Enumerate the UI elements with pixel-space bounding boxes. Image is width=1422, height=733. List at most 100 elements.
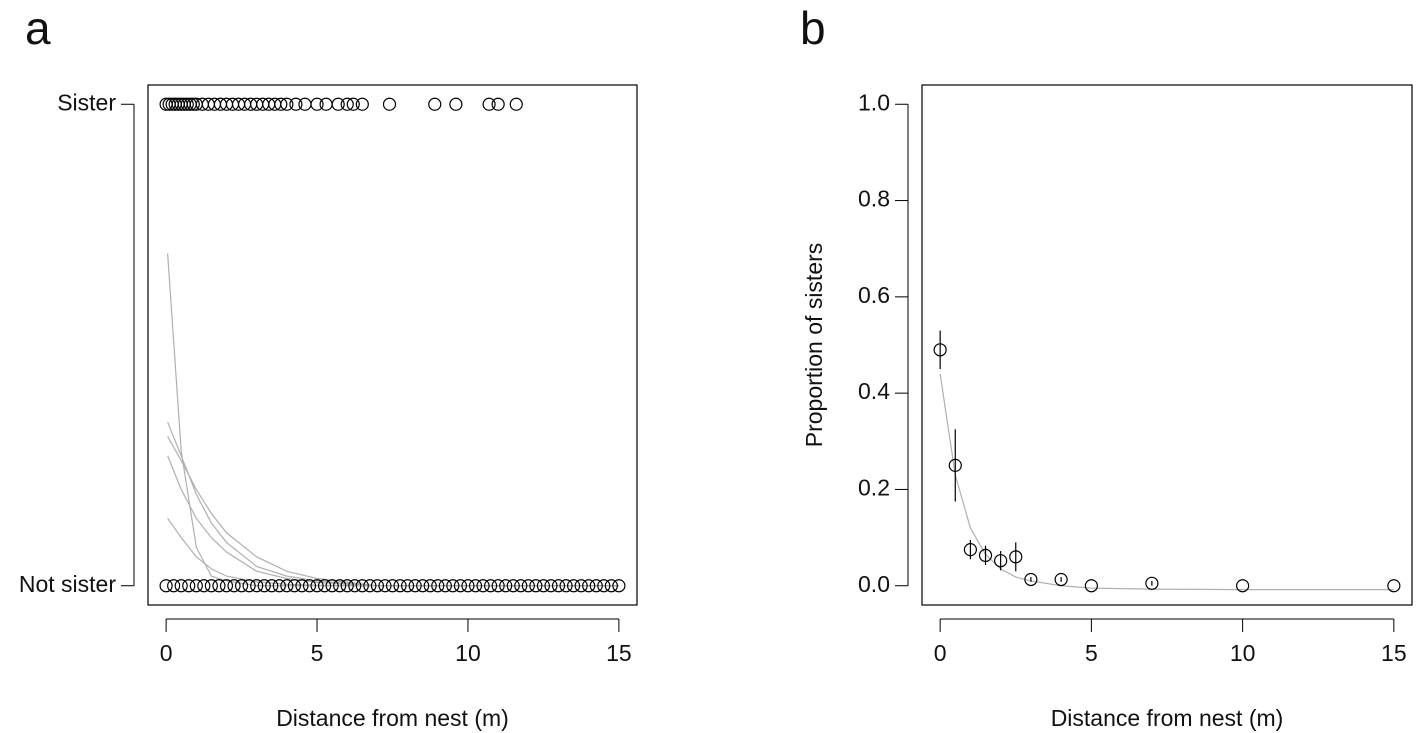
data-point (1054, 572, 1068, 587)
data-point (298, 97, 312, 111)
data-point (289, 97, 303, 111)
data-point (363, 579, 377, 593)
data-point (536, 579, 551, 593)
data-point (400, 579, 415, 593)
data-point (446, 579, 460, 593)
y-tick-label: 0.8 (858, 186, 890, 212)
data-point (272, 579, 286, 593)
data-point (1236, 579, 1250, 593)
plot-frame (147, 84, 638, 606)
data-point (509, 97, 523, 111)
x-tick-label: 10 (455, 640, 481, 666)
data-point (1024, 572, 1038, 587)
y-tick-label: Sister (57, 89, 116, 115)
data-point (521, 579, 535, 593)
panel-label: a (25, 2, 51, 54)
data-point (340, 579, 354, 593)
data-point (506, 579, 520, 593)
data-point (1009, 550, 1023, 564)
data-point (491, 97, 505, 111)
data-point (295, 579, 309, 593)
data-point (234, 579, 249, 593)
data-point (551, 579, 566, 593)
data-point (1084, 579, 1098, 593)
data-point (167, 579, 181, 593)
fitted-curve (939, 373, 1394, 591)
data-point (378, 579, 392, 593)
data-point (482, 97, 496, 111)
data-point (393, 579, 407, 593)
y-tick-label: 0.0 (858, 571, 890, 597)
panel-label: b (800, 2, 826, 54)
data-point (355, 579, 369, 593)
data-point (180, 97, 194, 111)
y-tick-label: Not sister (19, 571, 116, 597)
data-point (597, 579, 611, 593)
data-point (416, 579, 430, 593)
data-point (453, 579, 468, 593)
data-point (227, 579, 241, 593)
plot-frame (921, 84, 1413, 606)
data-point (428, 97, 442, 111)
data-point (333, 579, 347, 593)
data-point (204, 579, 218, 593)
x-tick-label: 0 (934, 640, 947, 666)
data-point (250, 579, 264, 593)
data-point (604, 579, 618, 593)
data-point (484, 579, 498, 593)
data-point (186, 97, 200, 111)
data-point (348, 579, 362, 593)
data-point (287, 579, 301, 593)
x-tick-label: 15 (1381, 640, 1407, 666)
data-point (529, 579, 543, 593)
data-point (280, 579, 294, 593)
data-point (994, 554, 1008, 568)
data-point (559, 579, 573, 593)
data-point (476, 579, 490, 593)
data-point (423, 579, 437, 593)
x-axis-label: Distance from nest (m) (276, 705, 509, 731)
data-point (310, 579, 324, 593)
data-point (331, 97, 345, 111)
fitted-curve (167, 455, 619, 587)
data-point (174, 579, 188, 593)
data-point (544, 579, 558, 593)
data-point (340, 97, 354, 111)
data-point (449, 97, 463, 111)
fitted-curve (167, 253, 619, 587)
data-point (461, 579, 475, 593)
data-point (346, 97, 360, 111)
x-tick-label: 0 (160, 640, 173, 666)
data-point (219, 579, 234, 593)
data-point (499, 579, 513, 593)
data-point (978, 548, 993, 563)
data-point (319, 97, 333, 111)
data-point (274, 97, 288, 111)
data-point (317, 579, 332, 593)
data-point (355, 97, 369, 111)
data-point (431, 579, 445, 593)
data-point (325, 579, 339, 593)
data-point (468, 579, 483, 593)
data-point (242, 579, 256, 593)
fitted-curve (167, 436, 619, 587)
data-point (612, 579, 626, 593)
data-point (933, 343, 947, 357)
data-point (370, 579, 385, 593)
data-point (310, 97, 324, 111)
data-point (212, 579, 226, 593)
data-point (257, 579, 271, 593)
data-point (1145, 576, 1159, 590)
data-point (280, 97, 294, 111)
fitted-curve (167, 421, 619, 587)
y-tick-label: 1.0 (858, 89, 890, 115)
data-point (574, 579, 588, 593)
x-tick-label: 5 (311, 640, 324, 666)
data-point (408, 579, 422, 593)
data-point (589, 579, 603, 593)
x-axis-label: Distance from nest (m) (1051, 705, 1284, 731)
data-point (963, 543, 977, 557)
data-point (491, 579, 505, 593)
x-tick-label: 15 (606, 640, 632, 666)
